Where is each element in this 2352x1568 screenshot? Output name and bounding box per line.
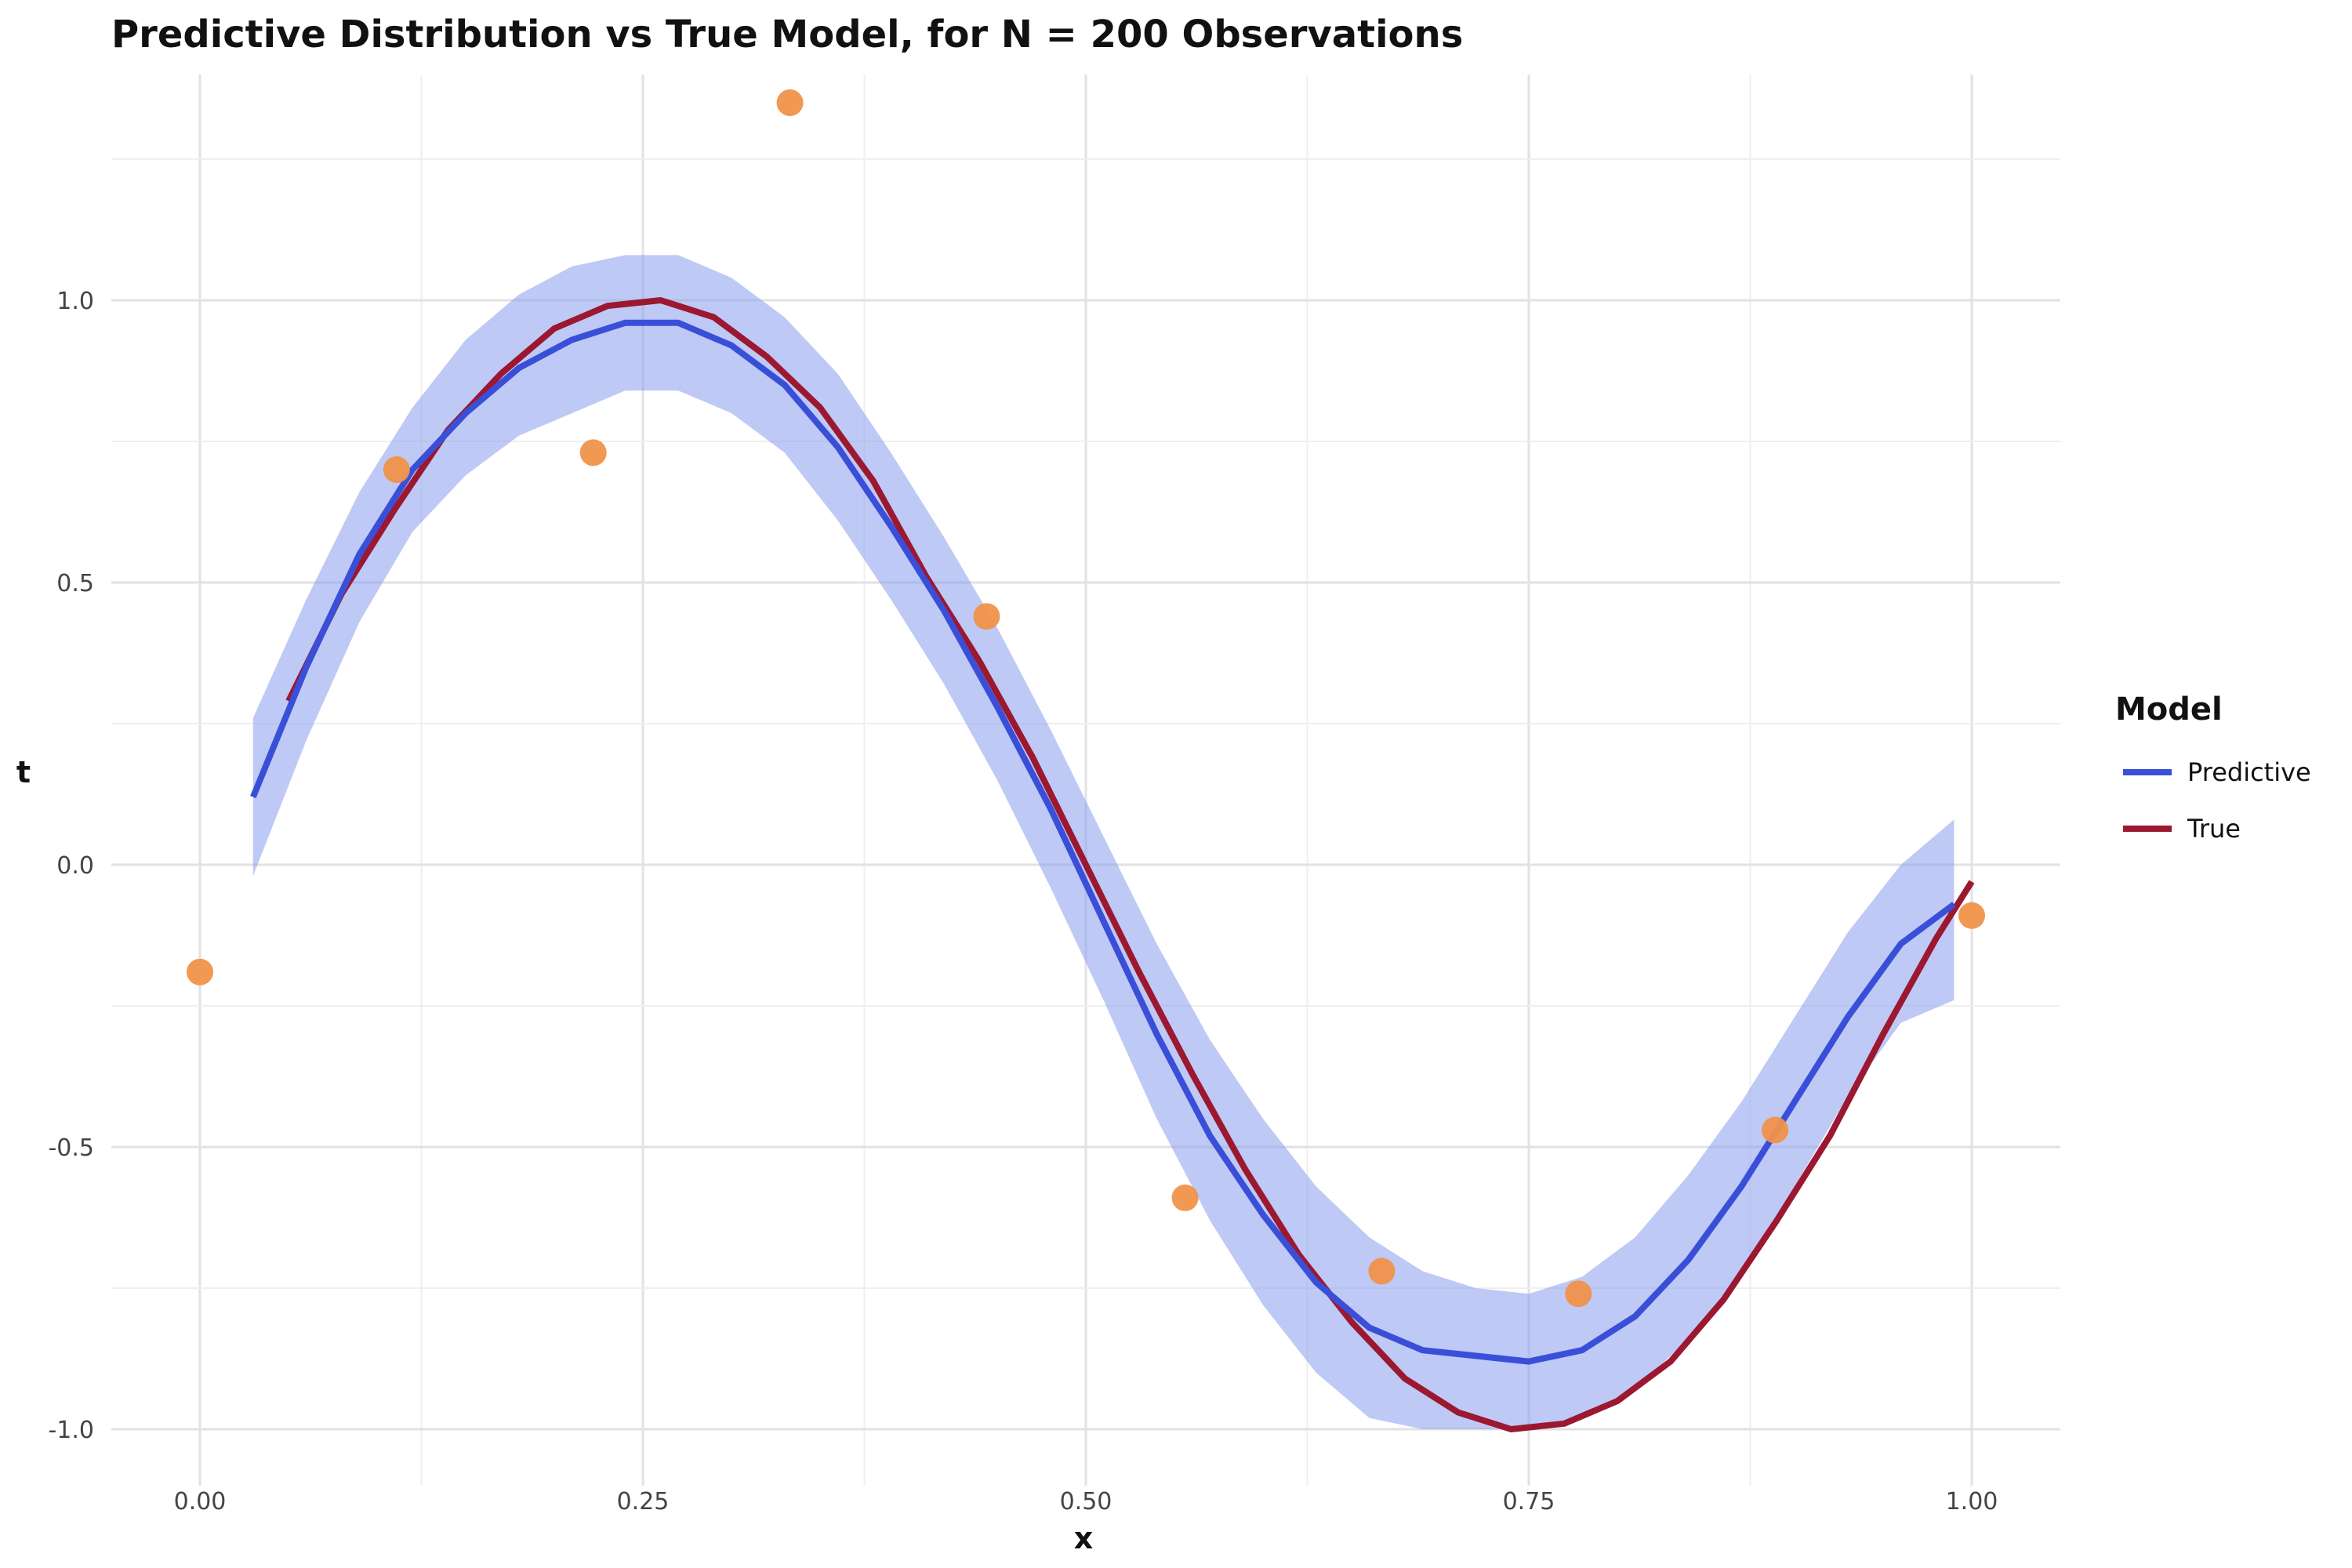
y-tick-label: 0.0 <box>56 852 94 880</box>
y-tick-label: 1.0 <box>56 288 94 315</box>
x-tick-label: 0.75 <box>1503 1488 1555 1515</box>
x-tick-labels: 0.00 0.25 0.50 0.75 1.00 <box>174 1488 1998 1515</box>
data-point <box>1762 1116 1789 1144</box>
data-point <box>1565 1280 1592 1308</box>
y-axis-label: t <box>16 755 31 789</box>
observation-points <box>187 89 1985 1308</box>
legend-title: Model <box>2115 691 2223 728</box>
x-tick-label: 0.50 <box>1060 1488 1112 1515</box>
data-point <box>776 89 804 116</box>
data-point <box>1958 902 1985 929</box>
legend-label-true: True <box>2187 814 2241 844</box>
data-point <box>579 439 607 466</box>
y-tick-labels: -1.0 -0.5 0.0 0.5 1.0 <box>48 288 94 1444</box>
x-tick-label: 0.00 <box>174 1488 227 1515</box>
series-line-predictive <box>250 319 1956 1365</box>
series-lines <box>250 297 1975 1432</box>
data-point <box>1171 1184 1199 1211</box>
data-point <box>973 603 1000 630</box>
x-tick-label: 1.00 <box>1946 1488 1998 1515</box>
predictive-band <box>252 255 1955 1429</box>
legend: Model Predictive True <box>2115 691 2311 844</box>
y-tick-label: -0.5 <box>48 1134 94 1162</box>
y-tick-label: 0.5 <box>56 570 94 597</box>
series-line-true <box>285 297 1975 1432</box>
data-point <box>383 456 410 483</box>
x-axis-label: x <box>1074 1521 1094 1555</box>
grid <box>111 74 2060 1486</box>
data-point <box>187 958 213 985</box>
chart-title: Predictive Distribution vs True Model, f… <box>111 13 1463 56</box>
data-point <box>1368 1258 1396 1285</box>
x-tick-label: 0.25 <box>617 1488 670 1515</box>
legend-label-predictive: Predictive <box>2187 757 2311 787</box>
y-tick-label: -1.0 <box>48 1417 94 1444</box>
